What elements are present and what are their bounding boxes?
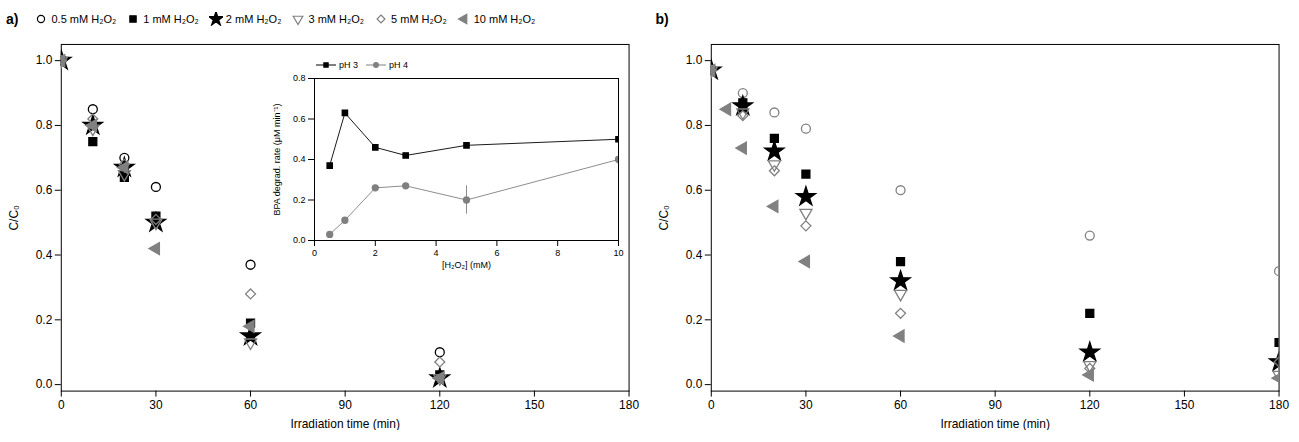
svg-text:180: 180 — [1269, 398, 1289, 412]
html-text:10 mM H₂O₂: 10 mM H₂O₂ — [473, 13, 536, 25]
html-text:2 mM H₂O₂: 2 mM H₂O₂ — [225, 13, 282, 25]
svg-text:0: 0 — [707, 398, 714, 412]
svg-text:60: 60 — [893, 398, 907, 412]
html-text:pH 3: pH 3 — [339, 60, 358, 70]
svg-text:0.0: 0.0 — [36, 377, 53, 391]
svg-text:180: 180 — [619, 398, 639, 412]
svg-text:120: 120 — [430, 398, 450, 412]
svg-text:C/C₀: C/C₀ — [656, 205, 670, 231]
svg-text:2: 2 — [373, 248, 378, 258]
svg-text:0.2: 0.2 — [36, 313, 53, 327]
html-text:pH 4: pH 4 — [389, 60, 408, 70]
svg-text:0.2: 0.2 — [685, 313, 702, 327]
html-text:0.5 mM H₂O₂: 0.5 mM H₂O₂ — [51, 13, 117, 25]
html-text:1 mM H₂O₂: 1 mM H₂O₂ — [143, 13, 199, 25]
svg-text:0.4: 0.4 — [36, 248, 53, 262]
html-text:a): a) — [6, 11, 19, 27]
svg-text:30: 30 — [149, 398, 163, 412]
svg-text:90: 90 — [339, 398, 353, 412]
svg-text:1.0: 1.0 — [36, 53, 53, 67]
svg-text:0.4: 0.4 — [685, 248, 702, 262]
svg-text:8: 8 — [555, 248, 560, 258]
svg-text:[H₂O₂] (mM): [H₂O₂] (mM) — [442, 260, 491, 270]
svg-text:0.8: 0.8 — [293, 73, 306, 83]
svg-text:120: 120 — [1079, 398, 1099, 412]
svg-text:Irradiation time (min): Irradiation time (min) — [290, 417, 399, 430]
svg-text:10: 10 — [613, 248, 623, 258]
svg-text:BPA degrad. rate (μM min⁻¹): BPA degrad. rate (μM min⁻¹) — [272, 103, 282, 215]
svg-text:0.2: 0.2 — [293, 195, 306, 205]
html-text:3 mM H₂O₂: 3 mM H₂O₂ — [308, 13, 365, 25]
svg-text:6: 6 — [494, 248, 499, 258]
svg-text:0: 0 — [312, 248, 317, 258]
svg-text:0.8: 0.8 — [685, 118, 702, 132]
svg-text:90: 90 — [988, 398, 1002, 412]
svg-text:0.6: 0.6 — [685, 183, 702, 197]
svg-text:0.0: 0.0 — [685, 377, 702, 391]
svg-text:4: 4 — [434, 248, 439, 258]
svg-text:60: 60 — [244, 398, 258, 412]
svg-text:150: 150 — [524, 398, 544, 412]
svg-text:30: 30 — [799, 398, 813, 412]
svg-text:0.6: 0.6 — [293, 114, 306, 124]
svg-text:1.0: 1.0 — [685, 53, 702, 67]
svg-text:150: 150 — [1174, 398, 1194, 412]
svg-text:0.4: 0.4 — [293, 154, 306, 164]
svg-text:0.8: 0.8 — [36, 118, 53, 132]
svg-text:C/C₀: C/C₀ — [7, 205, 21, 231]
svg-text:0.0: 0.0 — [293, 235, 306, 245]
svg-text:0.6: 0.6 — [36, 183, 53, 197]
html-text:b): b) — [655, 11, 669, 27]
svg-text:Irradiation time (min): Irradiation time (min) — [940, 417, 1049, 430]
html-text:5 mM H₂O₂: 5 mM H₂O₂ — [391, 13, 447, 25]
svg-text:0: 0 — [58, 398, 65, 412]
